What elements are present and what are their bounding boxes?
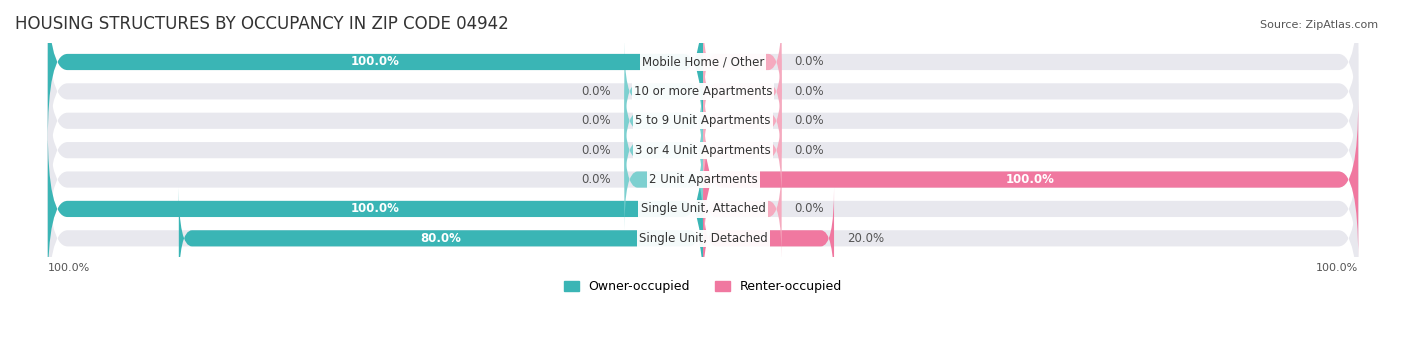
FancyBboxPatch shape bbox=[703, 158, 782, 260]
Text: HOUSING STRUCTURES BY OCCUPANCY IN ZIP CODE 04942: HOUSING STRUCTURES BY OCCUPANCY IN ZIP C… bbox=[15, 15, 509, 33]
Text: 0.0%: 0.0% bbox=[794, 203, 824, 216]
Text: 100.0%: 100.0% bbox=[352, 203, 399, 216]
FancyBboxPatch shape bbox=[48, 129, 1358, 289]
FancyBboxPatch shape bbox=[624, 70, 703, 172]
Text: 3 or 4 Unit Apartments: 3 or 4 Unit Apartments bbox=[636, 144, 770, 157]
FancyBboxPatch shape bbox=[48, 41, 1358, 201]
FancyBboxPatch shape bbox=[48, 129, 703, 289]
Text: 100.0%: 100.0% bbox=[48, 263, 90, 273]
Text: 0.0%: 0.0% bbox=[794, 56, 824, 69]
Text: 0.0%: 0.0% bbox=[794, 85, 824, 98]
Text: 5 to 9 Unit Apartments: 5 to 9 Unit Apartments bbox=[636, 114, 770, 127]
FancyBboxPatch shape bbox=[624, 41, 703, 142]
Text: 100.0%: 100.0% bbox=[1316, 263, 1358, 273]
Text: 0.0%: 0.0% bbox=[582, 114, 612, 127]
Text: 10 or more Apartments: 10 or more Apartments bbox=[634, 85, 772, 98]
Text: 0.0%: 0.0% bbox=[794, 114, 824, 127]
FancyBboxPatch shape bbox=[179, 188, 703, 289]
Text: 2 Unit Apartments: 2 Unit Apartments bbox=[648, 173, 758, 186]
FancyBboxPatch shape bbox=[48, 100, 1358, 260]
FancyBboxPatch shape bbox=[703, 100, 1358, 260]
Legend: Owner-occupied, Renter-occupied: Owner-occupied, Renter-occupied bbox=[558, 276, 848, 298]
Text: 20.0%: 20.0% bbox=[848, 232, 884, 245]
Text: 100.0%: 100.0% bbox=[352, 56, 399, 69]
Text: 0.0%: 0.0% bbox=[582, 85, 612, 98]
FancyBboxPatch shape bbox=[48, 158, 1358, 318]
FancyBboxPatch shape bbox=[624, 129, 703, 230]
Text: Single Unit, Detached: Single Unit, Detached bbox=[638, 232, 768, 245]
FancyBboxPatch shape bbox=[48, 0, 1358, 142]
Text: 0.0%: 0.0% bbox=[582, 144, 612, 157]
Text: 0.0%: 0.0% bbox=[582, 173, 612, 186]
Text: 0.0%: 0.0% bbox=[794, 144, 824, 157]
Text: 80.0%: 80.0% bbox=[420, 232, 461, 245]
Text: 100.0%: 100.0% bbox=[1007, 173, 1054, 186]
FancyBboxPatch shape bbox=[703, 188, 834, 289]
Text: Source: ZipAtlas.com: Source: ZipAtlas.com bbox=[1260, 20, 1378, 30]
FancyBboxPatch shape bbox=[703, 70, 782, 172]
FancyBboxPatch shape bbox=[624, 100, 703, 201]
FancyBboxPatch shape bbox=[703, 11, 782, 113]
FancyBboxPatch shape bbox=[703, 41, 782, 142]
FancyBboxPatch shape bbox=[48, 70, 1358, 230]
Text: Mobile Home / Other: Mobile Home / Other bbox=[641, 56, 765, 69]
FancyBboxPatch shape bbox=[48, 0, 703, 142]
FancyBboxPatch shape bbox=[48, 11, 1358, 172]
Text: Single Unit, Attached: Single Unit, Attached bbox=[641, 203, 765, 216]
FancyBboxPatch shape bbox=[703, 100, 782, 201]
